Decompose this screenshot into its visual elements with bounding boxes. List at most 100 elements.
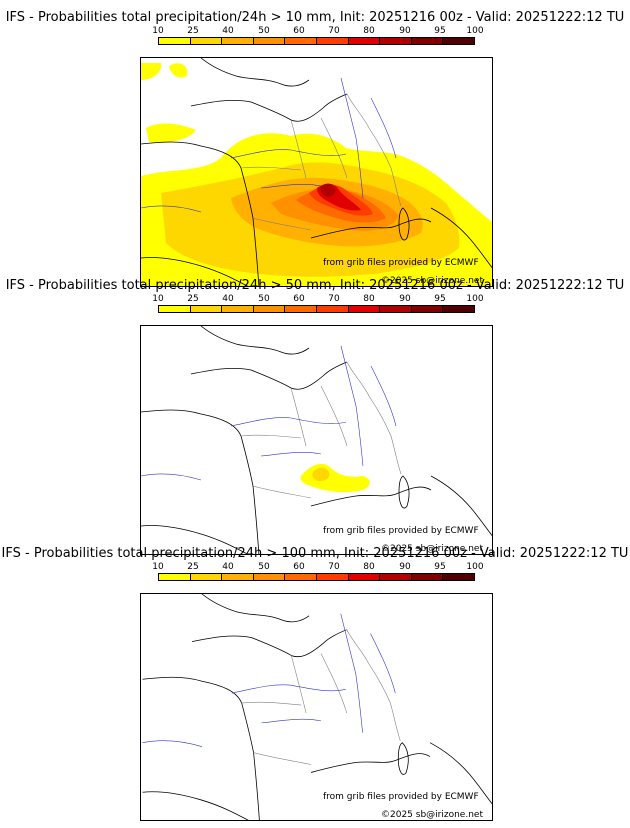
- scale-tick: 90: [399, 294, 411, 304]
- scale-tick: 60: [293, 562, 305, 572]
- border: [320, 653, 348, 714]
- color-scale-labels: 10 25 40 50 60 70 80 90 95 100: [150, 294, 490, 304]
- scale-segment: [443, 574, 474, 580]
- border: [252, 485, 312, 499]
- scale-tick: 95: [434, 562, 446, 572]
- river: [260, 452, 322, 457]
- scale-segment: [411, 306, 444, 312]
- color-scale-bar: [158, 305, 475, 313]
- scale-segment: [348, 574, 381, 580]
- prob-area-10: [146, 123, 196, 143]
- panel-title: IFS - Probabilities total precipitation/…: [1, 546, 629, 561]
- scale-tick: 50: [258, 26, 270, 36]
- border: [252, 217, 312, 231]
- coastline-uk: [201, 594, 310, 623]
- scale-segment: [285, 38, 317, 44]
- border: [320, 385, 348, 447]
- river: [230, 149, 347, 159]
- border: [290, 655, 307, 714]
- map-svg: [141, 326, 492, 554]
- credit-source: from grib files provided by ECMWF: [323, 526, 479, 536]
- borders: [240, 93, 402, 231]
- credit-copyright: ©2025 sb@irizone.net: [381, 276, 483, 286]
- river: [230, 417, 347, 427]
- river: [340, 613, 363, 733]
- color-scale-labels: 10 25 40 50 60 70 80 90 95 100: [150, 26, 490, 36]
- coastline-italy: [430, 207, 492, 269]
- border: [241, 701, 302, 706]
- scale-segment: [159, 306, 191, 312]
- color-scale-labels: 10 25 40 50 60 70 80 90 95 100: [150, 562, 490, 572]
- scale-segment: [443, 306, 474, 312]
- border: [290, 119, 307, 179]
- panel-100mm: IFS - Probabilities total precipitation/…: [0, 546, 630, 821]
- scale-tick: 25: [187, 294, 199, 304]
- map-svg: [141, 58, 492, 286]
- prob-area-25: [312, 467, 330, 482]
- prob-area-90: [320, 183, 336, 197]
- scale-tick: 10: [152, 26, 164, 36]
- scale-tick: 95: [434, 294, 446, 304]
- credit-source: from grib files provided by ECMWF: [323, 792, 479, 802]
- rivers: [141, 345, 397, 481]
- credit-copyright: ©2025 sb@irizone.net: [381, 810, 483, 820]
- coastline-corsica: [398, 475, 410, 509]
- border: [240, 166, 302, 171]
- coastline-mediterranean: [310, 486, 432, 507]
- coastlines: [142, 594, 492, 820]
- precip-field: [300, 463, 370, 493]
- scale-tick: 10: [152, 562, 164, 572]
- coastline-iberia: [141, 525, 249, 554]
- river: [370, 365, 397, 427]
- scale-segment: [316, 306, 349, 312]
- borders: [241, 629, 401, 765]
- border: [240, 434, 302, 439]
- scale-tick: 90: [399, 26, 411, 36]
- rivers: [142, 613, 396, 747]
- scale-segment: [159, 38, 191, 44]
- coastline-atlantic: [141, 409, 260, 554]
- scale-segment: [159, 574, 191, 580]
- scale-segment: [190, 574, 223, 580]
- map-frame: from grib files provided by ECMWF ©2025 …: [140, 57, 493, 287]
- river: [141, 205, 202, 213]
- coastline-iberia: [141, 257, 249, 286]
- border: [346, 93, 402, 207]
- coastline-channel: [192, 629, 347, 658]
- coastline-corsica: [398, 207, 410, 241]
- coastline-channel: [190, 93, 348, 122]
- scale-segment: [285, 574, 317, 580]
- scale-segment: [380, 306, 412, 312]
- river: [142, 740, 203, 747]
- coastline-italy: [430, 475, 492, 537]
- scale-segment: [380, 38, 412, 44]
- prob-area-10: [169, 63, 188, 78]
- scale-tick: 60: [293, 26, 305, 36]
- scale-tick: 60: [293, 294, 305, 304]
- river: [261, 718, 322, 724]
- border: [320, 117, 348, 179]
- scale-tick: 70: [328, 294, 340, 304]
- coastline-uk: [200, 326, 310, 355]
- scale-tick: 50: [258, 562, 270, 572]
- scale-segment: [222, 574, 254, 580]
- scale-segment: [348, 38, 381, 44]
- scale-segment: [316, 38, 349, 44]
- scale-tick: 25: [187, 562, 199, 572]
- river: [340, 345, 364, 467]
- border: [290, 387, 307, 447]
- panel-title: IFS - Probabilities total precipitation/…: [5, 10, 625, 25]
- scale-tick: 80: [363, 26, 375, 36]
- scale-tick: 100: [466, 26, 484, 36]
- scale-tick: 10: [152, 294, 164, 304]
- scale-tick: 80: [363, 562, 375, 572]
- scale-segment: [190, 306, 223, 312]
- scale-segment: [222, 38, 254, 44]
- scale-tick: 50: [258, 294, 270, 304]
- coastline-corsica: [397, 742, 409, 775]
- scale-segment: [411, 574, 444, 580]
- border: [346, 361, 402, 475]
- scale-tick: 40: [222, 26, 234, 36]
- scale-segment: [316, 574, 349, 580]
- precip-field: [141, 63, 492, 286]
